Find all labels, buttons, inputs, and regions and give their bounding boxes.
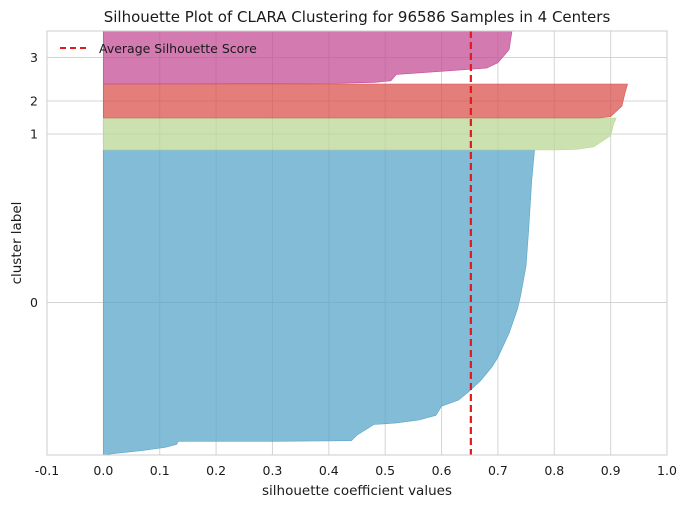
x-tick-label-0: -0.1	[35, 463, 59, 478]
x-tick-label-7: 0.6	[432, 463, 452, 478]
y-tick-labels: 0 1 2 3	[30, 50, 38, 310]
x-tick-label-1: 0.0	[93, 463, 113, 478]
chart-title: Silhouette Plot of CLARA Clustering for …	[104, 8, 611, 26]
x-tick-label-3: 0.2	[206, 463, 226, 478]
y-tick-label-2: 2	[30, 94, 38, 109]
y-axis-label: cluster label	[9, 202, 25, 285]
y-tick-label-3: 3	[30, 50, 38, 65]
cluster-areas	[103, 30, 628, 456]
x-tick-label-9: 0.8	[544, 463, 564, 478]
y-tick-label-1: 1	[30, 127, 38, 142]
legend-label-average: Average Silhouette Score	[99, 41, 257, 56]
y-tick-label-0: 0	[30, 295, 38, 310]
plot-frame	[46, 30, 668, 456]
legend: Average Silhouette Score	[60, 41, 257, 56]
x-axis-label: silhouette coefficient values	[262, 483, 452, 499]
x-tick-label-2: 0.1	[150, 463, 170, 478]
x-tick-labels: -0.1 0.0 0.1 0.2 0.3 0.4 0.5 0.6 0.7 0.8 0.9 1.0	[35, 463, 677, 478]
cluster-area-0	[103, 149, 535, 456]
x-tick-label-10: 0.9	[601, 463, 621, 478]
x-tick-label-5: 0.4	[319, 463, 339, 478]
x-tick-label-4: 0.3	[263, 463, 283, 478]
cluster-area-1	[103, 117, 617, 151]
cluster-area-2	[103, 83, 628, 119]
x-tick-label-11: 1.0	[657, 463, 677, 478]
x-tick-label-8: 0.7	[488, 463, 508, 478]
x-tick-label-6: 0.5	[375, 463, 395, 478]
